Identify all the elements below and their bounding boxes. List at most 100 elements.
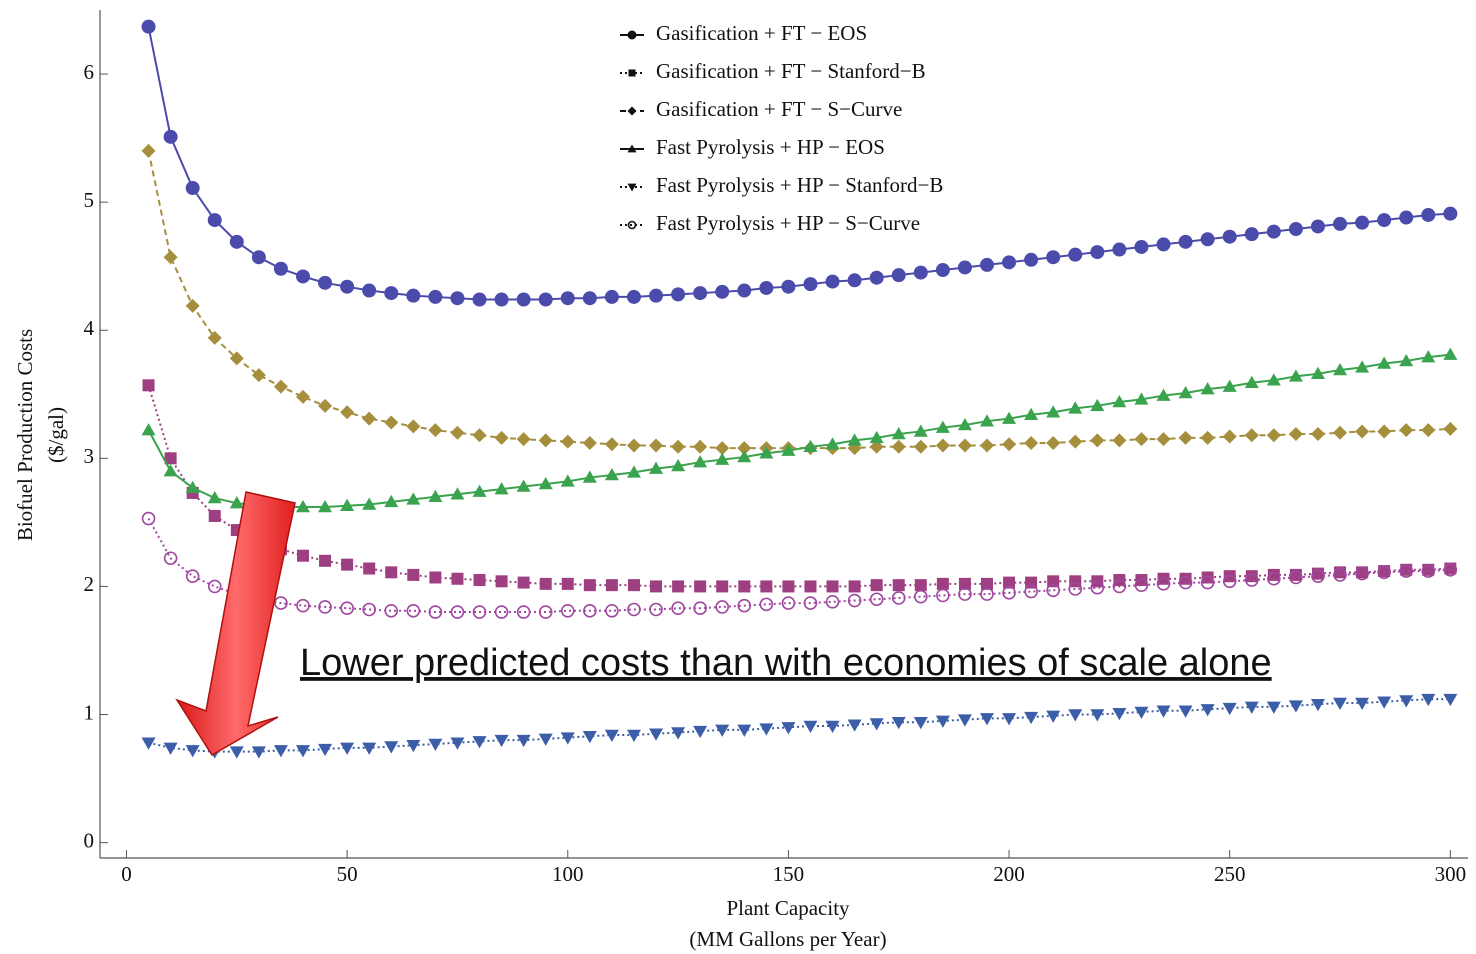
marker — [1333, 217, 1347, 231]
marker — [871, 593, 883, 605]
marker — [871, 579, 883, 591]
marker — [781, 280, 795, 294]
marker — [914, 266, 928, 280]
x-tick-label: 300 — [1435, 862, 1467, 886]
marker — [341, 559, 353, 571]
series — [143, 513, 1457, 619]
marker — [870, 718, 884, 730]
marker — [1157, 432, 1171, 446]
marker — [561, 291, 575, 305]
series-line — [149, 355, 1451, 507]
x-tick-label: 250 — [1214, 862, 1246, 886]
marker — [384, 741, 398, 753]
marker — [649, 728, 663, 740]
legend-item: Gasification + FT − S−Curve — [620, 97, 902, 121]
marker — [340, 405, 354, 419]
marker — [1024, 712, 1038, 724]
marker — [362, 412, 376, 426]
marker — [716, 601, 728, 613]
marker — [539, 292, 553, 306]
marker — [1443, 422, 1457, 436]
marker — [1223, 430, 1237, 444]
marker — [1289, 427, 1303, 441]
marker — [849, 580, 861, 592]
marker — [539, 433, 553, 447]
marker — [340, 280, 354, 294]
y-tick-label: 0 — [84, 828, 95, 852]
marker — [627, 290, 641, 304]
marker — [451, 573, 463, 585]
marker — [186, 745, 200, 757]
marker — [142, 144, 156, 158]
marker — [495, 431, 509, 445]
marker — [1068, 709, 1082, 721]
marker — [803, 721, 817, 733]
marker — [848, 720, 862, 732]
legend-label: Gasification + FT − S−Curve — [656, 97, 902, 121]
legend-label: Fast Pyrolysis + HP − Stanford−B — [656, 173, 943, 197]
marker — [142, 423, 156, 435]
marker — [1201, 232, 1215, 246]
marker — [737, 725, 751, 737]
marker — [936, 439, 950, 453]
marker — [209, 510, 221, 522]
marker — [474, 574, 486, 586]
marker — [518, 577, 530, 589]
marker — [760, 580, 772, 592]
legend-label: Fast Pyrolysis + HP − EOS — [656, 135, 885, 159]
marker — [406, 419, 420, 433]
marker — [759, 723, 773, 735]
marker — [584, 579, 596, 591]
marker — [1421, 423, 1435, 437]
x-tick-label: 50 — [337, 862, 358, 886]
y-tick-label: 6 — [84, 60, 95, 84]
marker — [672, 580, 684, 592]
x-tick-label: 200 — [993, 862, 1025, 886]
legend-item: Fast Pyrolysis + HP − S−Curve — [620, 211, 920, 235]
marker — [914, 717, 928, 729]
marker — [693, 726, 707, 738]
marker — [1134, 240, 1148, 254]
marker — [1046, 436, 1060, 450]
legend-item: Gasification + FT − EOS — [620, 21, 867, 45]
marker — [1443, 694, 1457, 706]
series — [142, 348, 1458, 513]
marker — [143, 379, 155, 391]
legend-item: Fast Pyrolysis + HP − EOS — [620, 135, 885, 159]
marker — [340, 743, 354, 755]
marker — [473, 736, 487, 748]
marker — [473, 292, 487, 306]
marker — [319, 555, 331, 567]
marker — [1179, 705, 1193, 717]
marker — [1068, 435, 1082, 449]
marker — [1245, 428, 1259, 442]
legend-label: Gasification + FT − EOS — [656, 21, 867, 45]
marker — [1002, 713, 1016, 725]
marker — [362, 284, 376, 298]
marker — [274, 262, 288, 276]
marker — [384, 415, 398, 429]
marker — [1024, 253, 1038, 267]
marker — [1112, 243, 1126, 257]
marker — [230, 235, 244, 249]
y-tick-label: 3 — [84, 444, 95, 468]
marker — [142, 20, 156, 34]
marker — [451, 606, 463, 618]
marker — [209, 580, 221, 592]
page: Biofuel Production Costs ($/gal) Plant C… — [0, 0, 1476, 954]
marker — [1068, 248, 1082, 262]
marker — [737, 284, 751, 298]
x-axis-label: Plant Capacity — [726, 896, 850, 920]
marker — [1002, 437, 1016, 451]
marker — [628, 579, 640, 591]
marker — [671, 440, 685, 454]
marker — [759, 281, 773, 295]
marker — [407, 569, 419, 581]
marker — [363, 563, 375, 575]
marker — [1024, 436, 1038, 450]
marker — [892, 268, 906, 282]
marker — [980, 439, 994, 453]
marker — [318, 399, 332, 413]
y-axis-label: ($/gal) — [44, 407, 68, 463]
marker — [826, 275, 840, 289]
